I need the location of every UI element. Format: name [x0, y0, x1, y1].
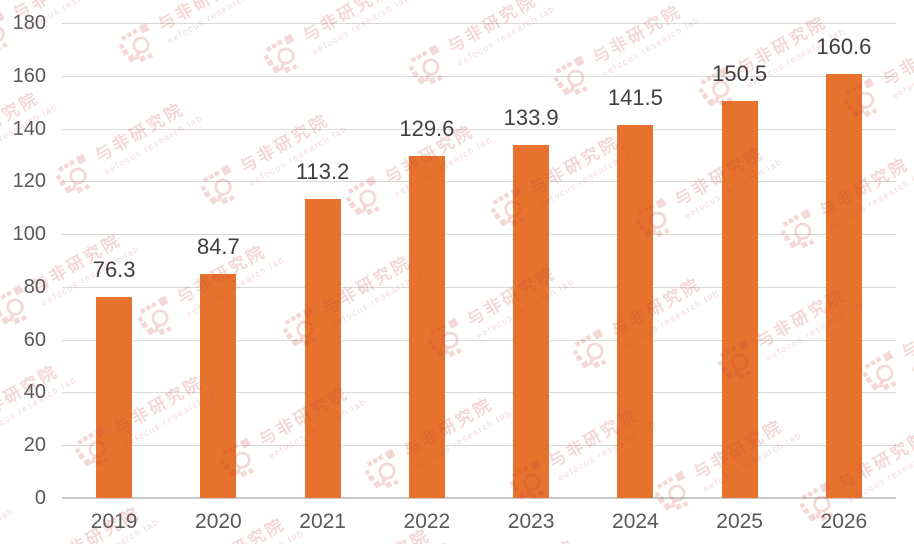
bar-value-label: 84.7: [196, 234, 240, 260]
gridline: [62, 128, 896, 130]
x-tick-label: 2023: [507, 510, 555, 533]
bar-2026: [825, 74, 862, 498]
bar-value-label: 76.3: [92, 256, 136, 282]
x-tick-label: 2024: [612, 510, 659, 533]
y-tick-label: 20: [23, 434, 46, 457]
x-axis-line: [62, 497, 896, 499]
gridline: [62, 286, 896, 288]
bar-2022: [408, 156, 445, 498]
bar-value-label: 133.9: [503, 104, 559, 130]
y-tick-label: 100: [12, 223, 46, 246]
y-tick-label: 60: [23, 328, 46, 351]
bar-value-label: 129.6: [399, 116, 455, 141]
bar-2019: [96, 296, 133, 498]
bar-2024: [617, 124, 654, 498]
x-tick-label: 2026: [820, 510, 868, 533]
x-tick-label: 2025: [716, 510, 763, 533]
y-tick-label: 160: [12, 64, 46, 87]
y-tick-label: 140: [12, 117, 46, 140]
gridline: [62, 23, 896, 24]
gridline: [62, 392, 896, 394]
x-tick-label: 2020: [195, 510, 242, 533]
y-tick-label: 40: [23, 381, 46, 404]
gridline: [62, 339, 896, 341]
bar-2025: [721, 100, 758, 498]
x-tick-label: 2021: [299, 510, 346, 533]
bar-value-label: 113.2: [295, 159, 350, 185]
bar-value-label: 141.5: [607, 84, 663, 110]
gridline: [62, 181, 896, 183]
x-tick-label: 2019: [90, 510, 138, 533]
bar-2021: [304, 199, 341, 498]
bar-value-label: 150.5: [712, 60, 768, 86]
x-tick-label: 2022: [403, 510, 451, 533]
bar-2023: [513, 144, 550, 498]
gridline: [62, 75, 896, 77]
y-tick-label: 180: [12, 12, 46, 34]
y-tick-label: 120: [12, 170, 46, 193]
gridline: [62, 234, 896, 236]
gridline: [62, 445, 896, 447]
bar-2020: [200, 274, 237, 498]
y-tick-label: 80: [23, 275, 46, 298]
y-tick-label: 0: [34, 487, 46, 509]
bar-value-label: 160.6: [816, 34, 872, 60]
